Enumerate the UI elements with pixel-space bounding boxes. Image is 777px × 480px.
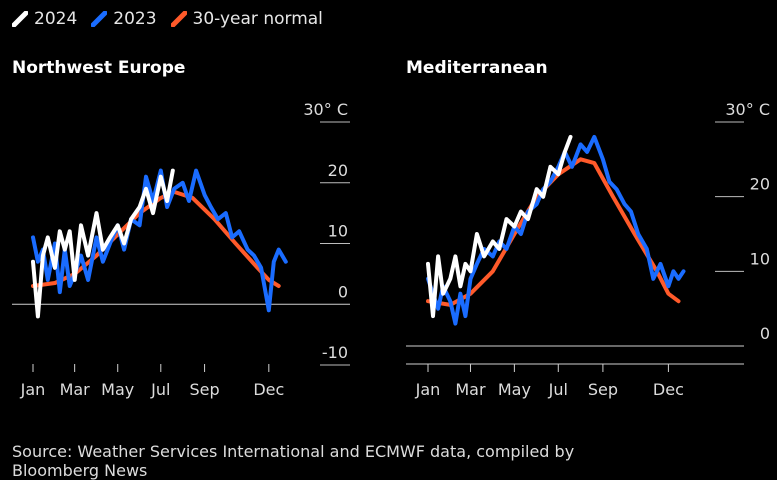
med-y-tick-label: 0 [760, 324, 770, 343]
med-x-tick-label: Sep [588, 380, 618, 399]
legend: 2024 2023 30-year normal [12, 6, 323, 32]
nw-series-2023 [31, 168, 288, 313]
nw-x-tick-label: Mar [60, 380, 91, 399]
legend-label-normal: 30-year normal [192, 9, 323, 29]
chart-northwest-europe: 30° C 20 10 0 -10 Jan Mar May Jul Sep Dec [12, 100, 350, 399]
nw-x-tick-label: Jan [20, 380, 46, 399]
med-x-tick-label: Dec [653, 380, 684, 399]
legend-item-2023[interactable]: 2023 [91, 9, 157, 29]
nw-y-tick-label: 0 [338, 282, 348, 301]
legend-label-2023: 2023 [113, 9, 157, 29]
nw-y-tick-label: 30° C [303, 100, 348, 119]
med-y-tick-label: 10 [750, 249, 770, 268]
legend-label-2024: 2024 [34, 9, 78, 29]
med-x-tick-label: Mar [455, 380, 486, 399]
nw-y-tick-label: 10 [328, 222, 348, 241]
nw-series-2024 [31, 168, 175, 319]
med-x-tick-label: Jul [548, 380, 568, 399]
nw-y-tick-label: 20 [328, 161, 348, 180]
white-slash-icon [12, 11, 28, 27]
orange-slash-icon [170, 11, 187, 27]
med-x-tick-label: Jan [415, 380, 441, 399]
med-series-2024 [426, 134, 573, 319]
nw-y-tick-label: -10 [322, 343, 348, 362]
med-y-tick-label: 30° C [725, 100, 770, 119]
nw-x-tick-label: Sep [189, 380, 219, 399]
legend-item-2024[interactable]: 2024 [12, 9, 77, 29]
nw-x-tick-label: May [101, 380, 134, 399]
nw-x-tick-label: Dec [253, 380, 284, 399]
med-series-2023 [426, 134, 686, 326]
legend-item-normal[interactable]: 30-year normal [170, 9, 323, 29]
med-x-tick-label: May [498, 380, 531, 399]
chart-title-mediterranean: Mediterranean [406, 58, 548, 78]
source-note: Source: Weather Services International a… [12, 442, 575, 480]
blue-slash-icon [91, 11, 108, 27]
med-y-tick-label: 20 [750, 175, 770, 194]
chart-title-northwest-europe: Northwest Europe [12, 58, 186, 78]
nw-x-tick-label: Jul [150, 380, 170, 399]
chart-mediterranean: 30° C 20 10 0 Jan Mar May Jul Sep Dec [406, 100, 770, 399]
med-series-30-year-normal [426, 157, 681, 307]
